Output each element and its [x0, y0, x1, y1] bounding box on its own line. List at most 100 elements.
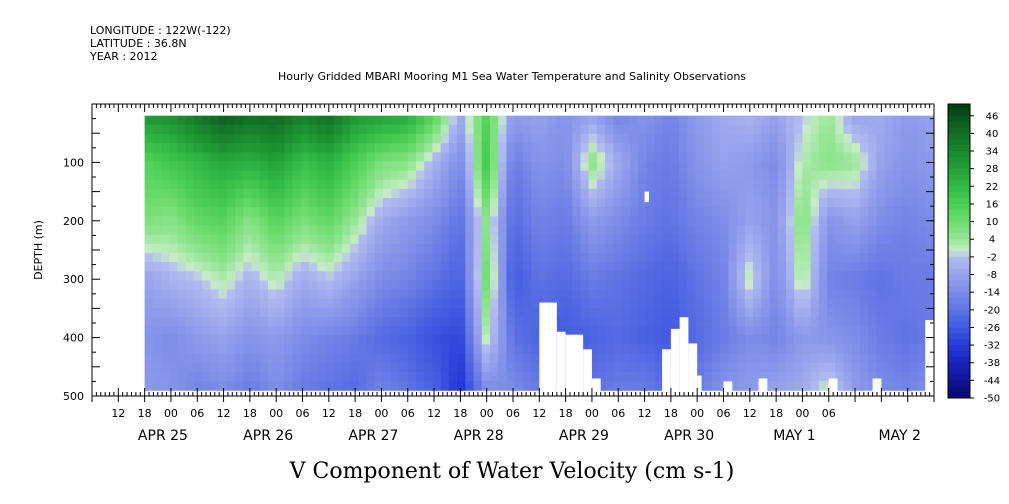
heatmap-cell: [440, 262, 450, 272]
heatmap-cell: [892, 143, 902, 153]
heatmap-cell: [276, 133, 286, 144]
heatmap-cell: [358, 335, 368, 346]
heatmap-cell: [637, 335, 647, 346]
heatmap-cell: [777, 298, 787, 309]
heatmap-cell: [374, 170, 384, 181]
heatmap-cell: [769, 198, 779, 208]
heatmap-cell: [358, 152, 368, 163]
heatmap-cell: [810, 262, 820, 272]
heatmap-cell: [522, 170, 532, 181]
colorbar-label: 40: [986, 129, 999, 140]
heatmap-cell: [637, 124, 647, 135]
heatmap-cell: [498, 316, 508, 327]
heatmap-cell: [498, 152, 508, 163]
heatmap-cell: [531, 262, 540, 272]
heatmap-cell: [440, 243, 450, 254]
heatmap-cell: [424, 252, 434, 263]
heatmap-cell: [481, 335, 491, 346]
heatmap-cell: [695, 252, 705, 263]
heatmap-cell: [415, 307, 425, 318]
heatmap-cell: [152, 225, 162, 236]
heatmap-cell: [827, 262, 836, 272]
heatmap-cell: [621, 243, 631, 254]
heatmap-cell: [325, 344, 335, 355]
heatmap-cell: [835, 243, 845, 254]
heatmap-cell: [489, 371, 499, 382]
heatmap-cell: [917, 152, 927, 163]
heatmap-cell: [218, 381, 228, 391]
heatmap-cell: [309, 179, 318, 190]
heatmap-cell: [695, 262, 705, 272]
heatmap-cell: [670, 133, 680, 144]
heatmap-cell: [687, 152, 697, 163]
heatmap-cell: [728, 316, 738, 327]
heatmap-cell: [440, 344, 450, 355]
heatmap-cell: [218, 124, 228, 135]
heatmap-cell: [613, 124, 623, 135]
heatmap-cell: [309, 234, 318, 245]
heatmap-cell: [662, 161, 672, 172]
heatmap-cell: [366, 133, 376, 144]
heatmap-cell: [522, 188, 532, 199]
heatmap-cell: [563, 298, 573, 309]
heatmap-cell: [555, 225, 565, 236]
heatmap-cell: [810, 143, 820, 153]
colorbar-label: -38: [984, 358, 1000, 369]
heatmap-cell: [309, 344, 318, 355]
heatmap-cell: [547, 188, 557, 199]
x-hour-label: 00: [480, 407, 494, 420]
heatmap-cell: [243, 198, 253, 208]
heatmap-cell: [531, 152, 540, 163]
heatmap-cell: [161, 207, 170, 217]
heatmap-cell: [563, 262, 573, 272]
heatmap-cell: [407, 115, 417, 126]
heatmap-cell: [613, 289, 623, 300]
heatmap-cell: [629, 188, 639, 199]
heatmap-cell: [407, 124, 417, 135]
heatmap-cell: [399, 381, 409, 391]
heatmap-cell: [185, 198, 195, 208]
heatmap-cell: [218, 289, 228, 300]
heatmap-cell: [835, 170, 845, 181]
heatmap-cell: [531, 381, 540, 391]
heatmap-cell: [703, 280, 713, 291]
heatmap-cell: [481, 216, 491, 227]
heatmap-cell: [325, 133, 335, 144]
heatmap-cell: [703, 179, 713, 190]
heatmap-cell: [144, 262, 154, 272]
heatmap-cell: [235, 124, 244, 135]
heatmap-cell: [498, 353, 508, 364]
heatmap-cell: [901, 307, 910, 318]
heatmap-cell: [226, 170, 236, 181]
heatmap-cell: [736, 234, 746, 245]
heatmap-cell: [892, 225, 902, 236]
heatmap-cell: [226, 298, 236, 309]
heatmap-cell: [235, 298, 244, 309]
heatmap-cell: [407, 289, 417, 300]
heatmap-cell: [753, 262, 762, 272]
heatmap-cell: [851, 353, 861, 364]
heatmap-cell: [588, 243, 598, 254]
heatmap-cell: [769, 243, 779, 254]
heatmap-cell: [276, 262, 286, 272]
heatmap-cell: [769, 115, 779, 126]
heatmap-cell: [399, 188, 409, 199]
heatmap-cell: [243, 188, 253, 199]
heatmap-cell: [267, 326, 277, 336]
heatmap-cell: [473, 216, 483, 227]
heatmap-cell: [481, 298, 491, 309]
heatmap-cell: [555, 198, 565, 208]
heatmap-cell: [753, 188, 762, 199]
heatmap-cell: [267, 307, 277, 318]
heatmap-cell: [843, 115, 853, 126]
heatmap-cell: [366, 179, 376, 190]
heatmap-cell: [744, 115, 754, 126]
heatmap-cell: [555, 216, 565, 227]
colorbar-swatch: [948, 339, 970, 346]
heatmap-cell: [333, 262, 343, 272]
x-date-label: APR 26: [243, 428, 293, 444]
heatmap-cell: [572, 170, 582, 181]
heatmap-cell: [818, 344, 828, 355]
heatmap-cell: [596, 271, 606, 281]
heatmap-cell: [563, 152, 573, 163]
